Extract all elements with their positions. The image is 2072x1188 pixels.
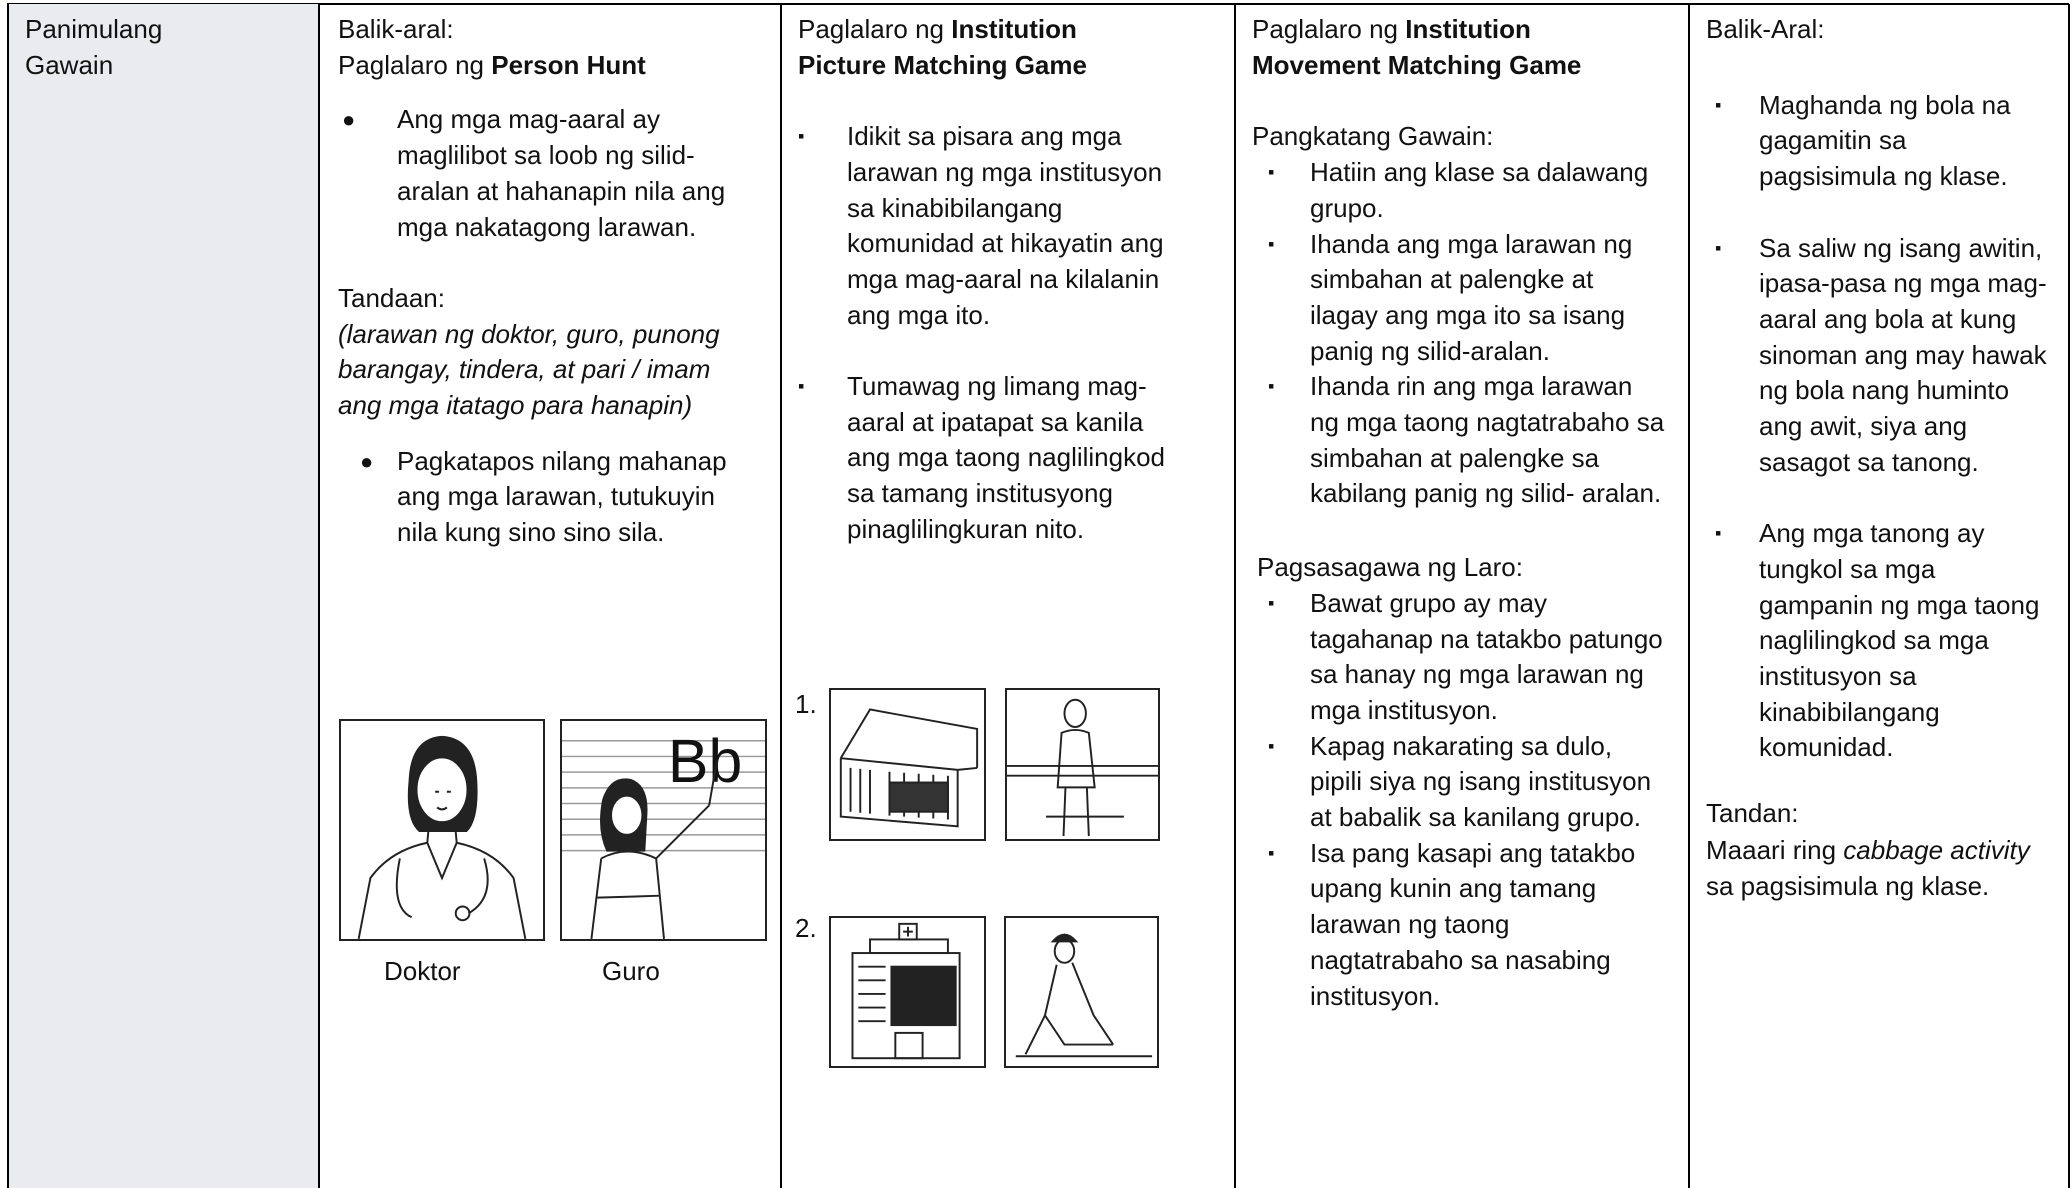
bullet-item: ▪ Ihanda rin ang mga larawan ng mga taong… [1252, 369, 1665, 512]
bullet: ▪ [798, 376, 805, 396]
bullet-list: ▪ Bawat grupo ay may tagahanap na tatakbo… [1252, 586, 1688, 1014]
item-text: Tumawag ng limang mag-aaral at ipatapat … [847, 371, 1166, 544]
subheading-text: Paglalaro ng [338, 49, 492, 80]
heading-text: Paglalaro ng [1252, 14, 1406, 44]
item-text: Maghanda ng bola na gagamitin sa pagsisi… [1759, 89, 2011, 192]
note-text: Maaari ring [1706, 835, 1844, 866]
row-label-cell: Panimulang Gawain [7, 4, 318, 1188]
illustration [1007, 698, 1158, 837]
bullet: ▪ [1715, 523, 1722, 544]
bullet: ▪ [1268, 592, 1275, 613]
illustration [851, 922, 961, 1060]
note-label: Tandaan: [338, 282, 445, 313]
note-text: sa pagsisimula ng klase. [1706, 871, 1990, 902]
bullet: ▪ [1268, 162, 1275, 183]
bullet-item: ▪ Kapag nakarating sa dulo, pipili siya n… [1252, 729, 1665, 836]
bullet: ▪ [1268, 376, 1275, 397]
bullet-item: ▪ Ihanda ang mga larawan ng simbahan at p… [1252, 227, 1665, 370]
illustration: Bb [562, 727, 765, 939]
item-text: Idikit sa pisara ang mga larawan ng mga … [847, 121, 1164, 330]
nurse-picture [1005, 688, 1160, 841]
row-label: Panimulang Gawain [25, 14, 163, 80]
column-cell: Paglalaro ng Institution Picture Matchin… [780, 4, 1234, 1188]
bullet-item: ▪ Idikit sa pisara ang mga larawan ng mga… [798, 119, 1177, 333]
board-text: Bb [668, 727, 742, 795]
column-cell: Paglalaro ng Institution Movement Matchi… [1234, 4, 1688, 1188]
item-text: Sa saliw ng isang awitin, ipasa-pasa ng … [1759, 232, 2047, 477]
bullet-item: ▪ Sa saliw ng isang awitin, ipasa-pasa ng… [1706, 231, 2049, 481]
illustration [1015, 933, 1153, 1058]
bullet: ▪ [1268, 842, 1275, 863]
bullet: ● [360, 448, 374, 474]
note-italic: cabbage activity [1843, 835, 2030, 866]
hospital-picture [829, 916, 986, 1068]
section-label: Pangkatang Gawain: [1252, 121, 1494, 152]
illustration [839, 708, 979, 828]
bullet-item: ▪ Hatiin ang klase sa dalawang grupo. [1252, 155, 1665, 226]
item-text: Pagkatapos nilang mahanap ang mga larawa… [397, 445, 727, 548]
bullet: ▪ [798, 126, 805, 147]
heading: Balik-aral: [338, 14, 454, 44]
subheading-bold: Person Hunt [491, 49, 646, 80]
bullet-list: ● Ang mga mag-aaral ay maglilibot sa loob… [338, 102, 780, 245]
column-cell: Balik-aral: Paglalaro ng Person Hunt ● An… [318, 4, 780, 1188]
bullet: ▪ [1715, 94, 1722, 115]
item-text: Kapag nakarating sa dulo, pipili siya ng… [1310, 730, 1652, 833]
subheading: Paglalaro ng Person Hunt [338, 48, 780, 84]
bullet-list: ▪ Hatiin ang klase sa dalawang grupo. ▪ Ih… [1252, 155, 1688, 512]
heading: Balik-Aral: [1706, 14, 1825, 44]
heading-bold: Institution Movement Matching Game [1252, 14, 1582, 80]
bullet-list: ▪ Maghanda ng bola na gagamitin sa pagsis… [1706, 88, 2068, 766]
imam-picture [1004, 916, 1159, 1068]
item-text: Hatiin ang klase sa dalawang grupo. [1310, 157, 1649, 223]
item-text: Ang mga mag-aaral ay maglilibot sa loob … [397, 104, 726, 242]
section-label: Pagsasagawa ng Laro: [1257, 552, 1523, 583]
bullet: ▪ [1268, 735, 1275, 756]
table-border [7, 3, 2069, 5]
bullet-list: ● Pagkatapos nilang mahanap ang mga laraw… [338, 444, 780, 551]
bullet: ▪ [1268, 233, 1275, 254]
item-text: Isa pang kasapi ang tatakbo upang kunin … [1310, 837, 1636, 1011]
bullet-item: ▪ Bawat grupo ay may tagahanap na tatakbo… [1252, 586, 1665, 729]
item-text: Ihanda ang mga larawan ng simbahan at pa… [1310, 228, 1633, 366]
illustration [357, 735, 527, 939]
picture-caption: Guro [602, 956, 660, 986]
item-text: Ang mga tanong ay tungkol sa mga gampani… [1759, 518, 2040, 763]
bullet-item: ▪ Maghanda ng bola na gagamitin sa pagsis… [1706, 88, 2049, 195]
row-number: 2. [795, 913, 817, 943]
heading-bold: Institution Picture Matching Game [798, 14, 1087, 80]
column-cell: Balik-Aral: ▪ Maghanda ng bola na gagamit… [1688, 4, 2070, 1188]
note: (larawan ng doktor, guro, punong baranga… [338, 318, 720, 421]
teacher-picture: Bb [560, 719, 767, 941]
bullet-list: ▪ Idikit sa pisara ang mga larawan ng mga… [798, 119, 1234, 547]
bullet-item: ● Pagkatapos nilang mahanap ang mga laraw… [338, 444, 742, 551]
bullet-item: ● Ang mga mag-aaral ay maglilibot sa loob… [338, 102, 742, 245]
heading-text: Paglalaro ng [798, 14, 952, 44]
picture-caption: Doktor [384, 956, 461, 986]
heading: Paglalaro ng Institution Movement Matchi… [1252, 12, 1612, 83]
item-text: Ihanda rin ang mga larawan ng mga taong … [1310, 371, 1665, 509]
note: Maaari ring cabbage activity sa pagsisim… [1706, 833, 2046, 904]
row-number: 1. [795, 689, 817, 719]
heading: Paglalaro ng Institution Picture Matchin… [798, 12, 1128, 83]
doctor-picture [339, 719, 545, 941]
item-text: Bawat grupo ay may tagahanap na tatakbo … [1310, 587, 1663, 725]
bullet: ▪ [1715, 237, 1722, 258]
bullet-item: ▪ Ang mga tanong ay tungkol sa mga gampan… [1706, 516, 2049, 766]
bullet-item: ▪ Isa pang kasapi ang tatakbo upang kunin… [1252, 836, 1665, 1015]
bullet: ● [342, 107, 356, 133]
school-picture [829, 688, 986, 841]
bullet-item: ▪ Tumawag ng limang mag-aaral at ipatapat… [798, 369, 1177, 548]
note-label: Tandan: [1706, 797, 1799, 828]
